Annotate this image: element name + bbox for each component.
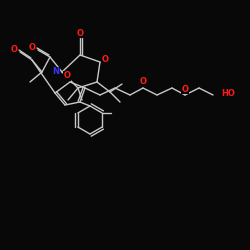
Text: N: N bbox=[52, 68, 60, 76]
Text: O: O bbox=[64, 72, 70, 80]
Text: O: O bbox=[102, 54, 108, 64]
Text: O: O bbox=[76, 28, 84, 38]
Text: O: O bbox=[182, 84, 188, 94]
Text: O: O bbox=[140, 78, 146, 86]
Text: HO: HO bbox=[221, 90, 235, 98]
Text: O: O bbox=[10, 44, 18, 54]
Text: O: O bbox=[28, 42, 35, 51]
